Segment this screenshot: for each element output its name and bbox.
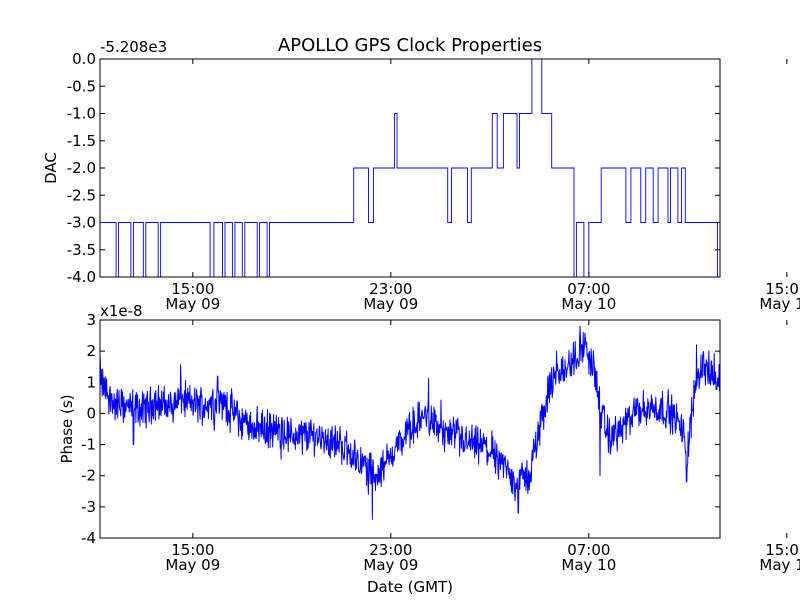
dac-xtick-date-label: May 09 — [363, 295, 418, 313]
dac-axes-frame — [99, 58, 721, 278]
dac-xtick-time-label: 23:00 — [369, 280, 412, 298]
phase-offset-text: x1e-8 — [100, 302, 143, 320]
dac-xtick-time-label: 15:00 — [765, 280, 800, 298]
phase-ytick-label: 2 — [86, 342, 96, 360]
dac-xtick-time-label: 07:00 — [567, 280, 610, 298]
dac-ytick-label: -4.0 — [67, 268, 96, 286]
dac-plot-area — [100, 58, 721, 278]
dac-xtick-date-label: May 09 — [165, 295, 220, 313]
phase-xtick-time-label: 15:00 — [171, 541, 214, 559]
phase-xtick-time-label: 15:00 — [765, 541, 800, 559]
dac-ytick-label: 0.0 — [72, 50, 96, 68]
dac-ytick-label: -0.5 — [67, 77, 96, 95]
chart-title: APOLLO GPS Clock Properties — [278, 35, 542, 56]
dac-y-axis-label: DAC — [42, 152, 60, 184]
dac-panel: -5.208e3 DAC -4.0 -3.5 -3.0 -2.5 -2.0 -1.5 -1.… — [42, 38, 800, 313]
dac-series-line — [100, 58, 721, 278]
dac-ytick-label: -3.0 — [67, 214, 96, 232]
phase-ytick-label: -3 — [81, 498, 96, 516]
phase-ytick-label: -2 — [81, 467, 96, 485]
dac-ytick-label: -3.5 — [67, 241, 96, 259]
phase-xtick-date-label: May 10 — [759, 556, 800, 574]
phase-ytick-label: -4 — [81, 529, 96, 547]
phase-plot-area — [99, 325, 721, 520]
dac-ytick-label: -2.5 — [67, 186, 96, 204]
phase-ytick-label: 3 — [86, 311, 96, 329]
phase-xtick-time-label: 23:00 — [369, 541, 412, 559]
phase-xtick-time-label: 07:00 — [567, 541, 610, 559]
dac-ytick-label: -1.5 — [67, 132, 96, 150]
phase-y-axis-label: Phase (s) — [58, 394, 76, 463]
dac-xtick-date-label: May 10 — [759, 295, 800, 313]
phase-ytick-label: 1 — [86, 373, 96, 391]
phase-x-axis-label: Date (GMT) — [367, 578, 453, 596]
phase-ytick-label: -1 — [81, 436, 96, 454]
dac-xtick-time-label: 15:00 — [171, 280, 214, 298]
dac-ticks: -4.0 -3.5 -3.0 -2.5 -2.0 -1.5 -1.0 -0.5 0.0 15:00… — [67, 50, 800, 313]
phase-panel: x1e-8 Phase (s) Date (GMT) -4 -3 -2 -1 0 1 2 3 1… — [58, 302, 800, 596]
dac-ytick-label: -1.0 — [67, 105, 96, 123]
phase-xtick-date-label: May 10 — [561, 556, 616, 574]
dac-xtick-date-label: May 10 — [561, 295, 616, 313]
phase-series-line — [99, 325, 721, 520]
dac-ytick-label: -2.0 — [67, 159, 96, 177]
phase-xtick-date-label: May 09 — [363, 556, 418, 574]
phase-axes-frame — [99, 319, 721, 539]
dac-offset-text: -5.208e3 — [100, 38, 167, 56]
phase-ytick-label: 0 — [86, 404, 96, 422]
phase-xtick-date-label: May 09 — [165, 556, 220, 574]
